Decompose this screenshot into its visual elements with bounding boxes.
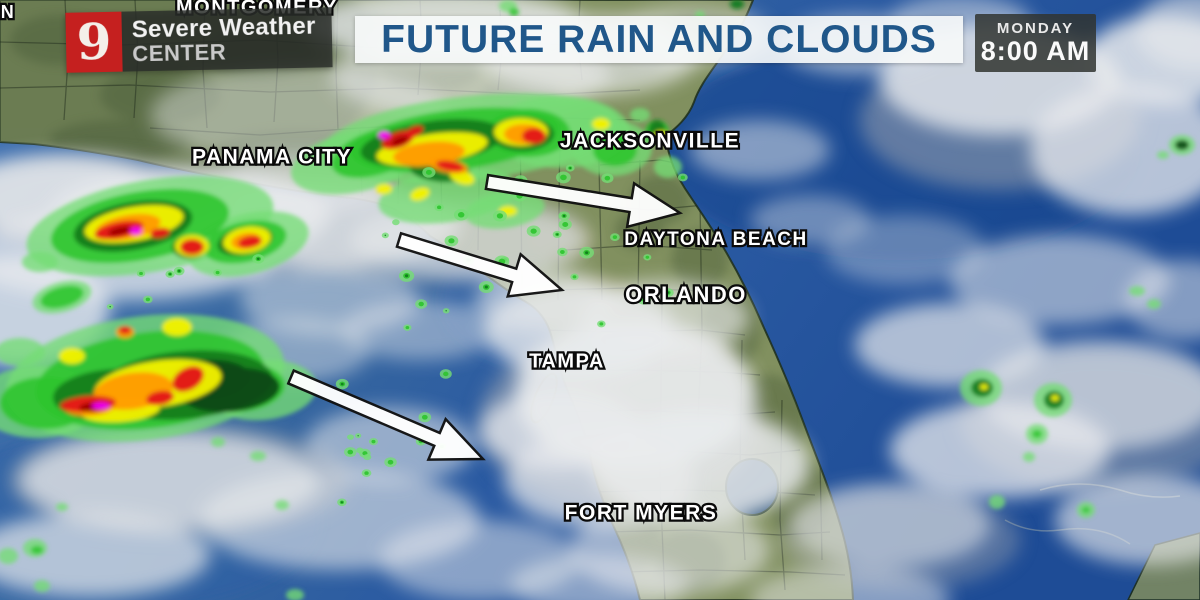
- radar-cell-lg: [56, 503, 68, 511]
- radar-cell-r: [180, 239, 204, 255]
- arrows-layer: [286, 173, 684, 461]
- radar-cell-r: [146, 390, 174, 406]
- radar-cell-y: [410, 187, 430, 201]
- radar-cell-g: [1082, 507, 1090, 513]
- radar-cell-lg: [286, 589, 304, 600]
- radar-cell-dk: [1175, 140, 1189, 150]
- city-labels-layer: MONTGOMERYNPANAMA CITYJACKSONVILLEDAYTON…: [0, 0, 809, 527]
- radar-cell-r: [238, 235, 262, 249]
- radar-cell-g: [31, 546, 43, 554]
- station-logo: 9 Severe Weather CENTER: [65, 7, 333, 73]
- radar-cell-r: [172, 366, 204, 392]
- city-label: JACKSONVILLE: [560, 130, 740, 153]
- motion-arrow: [395, 231, 565, 298]
- city-label: FORT MYERS: [565, 502, 718, 525]
- radar-cell-m: [378, 131, 390, 139]
- radar-cell-r: [404, 125, 424, 139]
- time-box: MONDAY 8:00 AM: [975, 14, 1096, 72]
- radar-cell-dr: [391, 136, 409, 146]
- radar-cell-lg: [0, 338, 45, 366]
- radar-cell-lg: [654, 156, 682, 178]
- logo-line1: Severe Weather: [131, 12, 316, 44]
- radar-cell-y: [592, 118, 610, 130]
- radar-cell-g: [1032, 430, 1042, 438]
- radar-cell-lg: [250, 451, 266, 461]
- radar-cell-y: [980, 384, 988, 390]
- radar-cell-r: [150, 227, 170, 239]
- radar-cell-m: [130, 227, 142, 235]
- city-label: DAYTONA BEACH: [624, 229, 808, 250]
- radar-cell-y: [1051, 395, 1059, 401]
- radar-cell-y: [654, 131, 668, 141]
- radar-cell-m: [92, 402, 110, 410]
- radar-cell-lg: [211, 437, 225, 447]
- radar-cell-r: [522, 128, 546, 144]
- radar-cell-lg: [630, 108, 650, 122]
- radar-cell-g: [509, 8, 519, 16]
- radar-cell-y: [162, 318, 192, 336]
- time-day: MONDAY: [996, 19, 1075, 37]
- radar-cell-lg: [1023, 452, 1035, 462]
- city-label: PANAMA CITY: [192, 146, 352, 169]
- time-value: 8:00 AM: [980, 36, 1091, 67]
- logo-text-panel: Severe Weather CENTER: [121, 7, 333, 72]
- radar-cell-dg: [730, 0, 744, 9]
- radar-cell-r: [119, 326, 131, 334]
- radar-cell-g: [593, 134, 637, 166]
- channel-number: 9: [65, 11, 123, 73]
- city-label: TAMPA: [529, 350, 605, 372]
- radar-cell-lg: [1147, 299, 1161, 309]
- radar-cell-y: [59, 348, 85, 364]
- radar-cell-lg: [0, 548, 18, 564]
- city-label: ORLANDO: [625, 282, 747, 307]
- radar-cell-y: [376, 184, 392, 194]
- radar-cell-r: [436, 160, 464, 172]
- radar-cell-lg: [34, 580, 50, 592]
- radar-cell-g: [40, 285, 84, 309]
- city-label: N: [1, 2, 16, 22]
- radar-cell-lg: [1129, 286, 1145, 296]
- motion-arrow: [286, 368, 486, 461]
- logo-line2: CENTER: [132, 39, 227, 67]
- radar-cell-dr: [108, 226, 132, 236]
- radar-cell-lg: [989, 495, 1005, 509]
- map-title-banner: FUTURE RAIN AND CLOUDS: [355, 16, 963, 63]
- radar-cell-lg: [22, 252, 58, 272]
- motion-arrow: [484, 173, 684, 229]
- radar-cell-lg: [275, 500, 289, 510]
- map-title: FUTURE RAIN AND CLOUDS: [381, 17, 937, 61]
- radar-cell-lg: [1157, 151, 1169, 159]
